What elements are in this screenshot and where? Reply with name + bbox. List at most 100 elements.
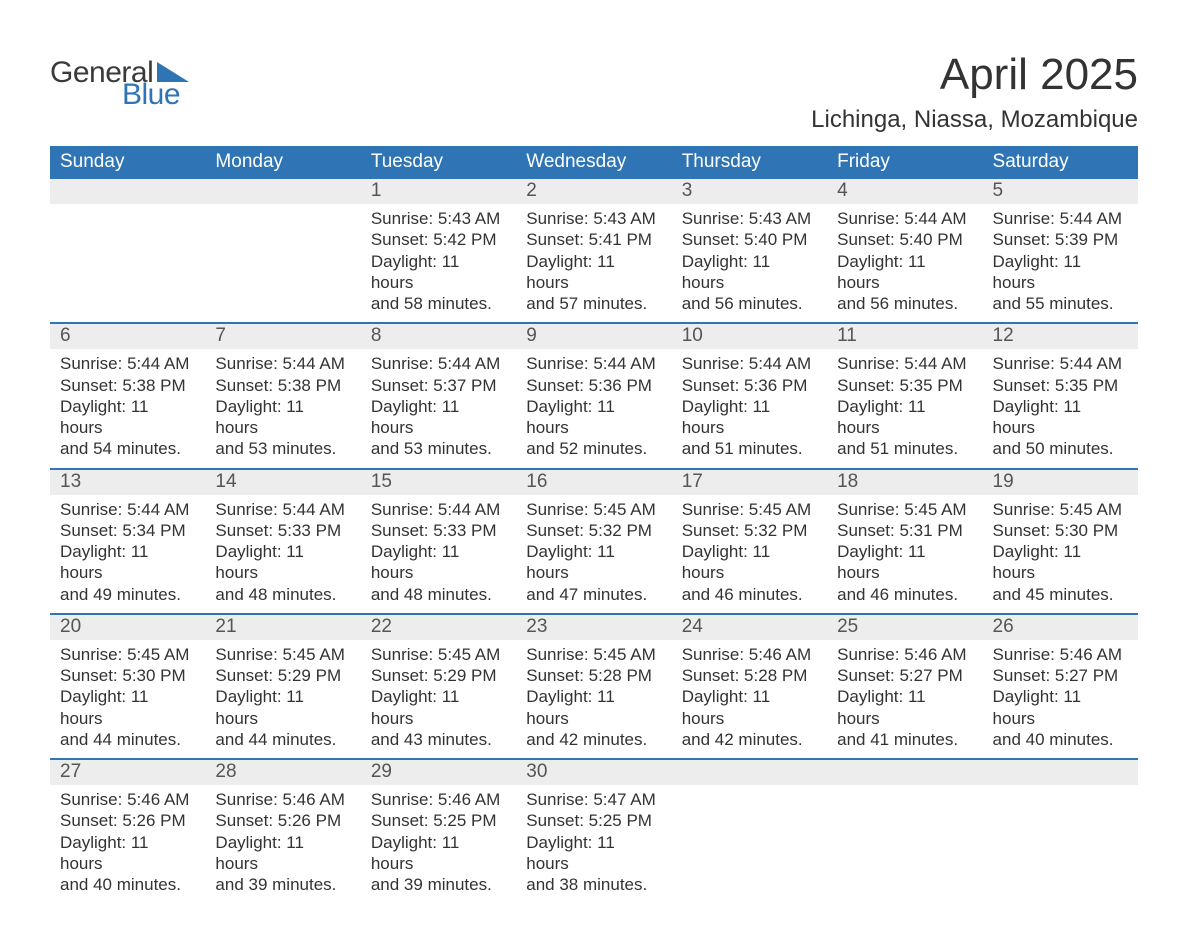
day-sunset: Sunset: 5:37 PM xyxy=(371,375,506,396)
day-d2: and 56 minutes. xyxy=(837,293,972,314)
daynum-cell: 20 xyxy=(50,615,205,640)
day-sunrise: Sunrise: 5:44 AM xyxy=(993,208,1128,229)
day-d2: and 46 minutes. xyxy=(682,584,817,605)
day-sunrise: Sunrise: 5:46 AM xyxy=(682,644,817,665)
day-sunset: Sunset: 5:26 PM xyxy=(60,810,195,831)
month-title: April 2025 xyxy=(811,50,1138,100)
daynum-cell: 17 xyxy=(672,470,827,495)
day-d2: and 39 minutes. xyxy=(371,874,506,895)
day-d2: and 51 minutes. xyxy=(837,438,972,459)
day-cell: Sunrise: 5:44 AMSunset: 5:33 PMDaylight:… xyxy=(361,495,516,613)
day-d2: and 52 minutes. xyxy=(526,438,661,459)
daynum-cell: 10 xyxy=(672,324,827,349)
day-sunset: Sunset: 5:38 PM xyxy=(215,375,350,396)
day-header: Wednesday xyxy=(516,146,671,179)
daynum-cell: 16 xyxy=(516,470,671,495)
day-sunset: Sunset: 5:33 PM xyxy=(371,520,506,541)
day-d1: Daylight: 11 hours xyxy=(682,686,817,729)
day-d2: and 56 minutes. xyxy=(682,293,817,314)
location-text: Lichinga, Niassa, Mozambique xyxy=(811,106,1138,134)
day-sunset: Sunset: 5:32 PM xyxy=(682,520,817,541)
day-d1: Daylight: 11 hours xyxy=(215,832,350,875)
day-sunrise: Sunrise: 5:45 AM xyxy=(993,499,1128,520)
day-sunset: Sunset: 5:32 PM xyxy=(526,520,661,541)
daynum-cell xyxy=(672,760,827,785)
day-sunrise: Sunrise: 5:43 AM xyxy=(682,208,817,229)
daynum-row: 20212223242526 xyxy=(50,615,1138,640)
day-sunrise: Sunrise: 5:46 AM xyxy=(215,789,350,810)
day-cell xyxy=(672,785,827,903)
day-sunrise: Sunrise: 5:44 AM xyxy=(837,208,972,229)
day-d2: and 44 minutes. xyxy=(60,729,195,750)
daynum-cell: 23 xyxy=(516,615,671,640)
day-d2: and 38 minutes. xyxy=(526,874,661,895)
daynum-cell: 1 xyxy=(361,179,516,204)
day-sunrise: Sunrise: 5:45 AM xyxy=(682,499,817,520)
day-d1: Daylight: 11 hours xyxy=(371,251,506,294)
day-header: Saturday xyxy=(983,146,1138,179)
day-cell: Sunrise: 5:43 AMSunset: 5:42 PMDaylight:… xyxy=(361,204,516,322)
day-d2: and 40 minutes. xyxy=(60,874,195,895)
calendar-week: 27282930Sunrise: 5:46 AMSunset: 5:26 PMD… xyxy=(50,760,1138,903)
day-header: Monday xyxy=(205,146,360,179)
daynum-cell: 2 xyxy=(516,179,671,204)
day-sunrise: Sunrise: 5:44 AM xyxy=(682,353,817,374)
day-sunrise: Sunrise: 5:47 AM xyxy=(526,789,661,810)
daynum-cell: 18 xyxy=(827,470,982,495)
daynum-cell: 11 xyxy=(827,324,982,349)
day-sunrise: Sunrise: 5:44 AM xyxy=(215,353,350,374)
day-sunrise: Sunrise: 5:44 AM xyxy=(993,353,1128,374)
daynum-cell: 14 xyxy=(205,470,360,495)
day-sunrise: Sunrise: 5:44 AM xyxy=(60,499,195,520)
day-sunset: Sunset: 5:42 PM xyxy=(371,229,506,250)
day-sunrise: Sunrise: 5:44 AM xyxy=(526,353,661,374)
day-d2: and 41 minutes. xyxy=(837,729,972,750)
day-sunset: Sunset: 5:26 PM xyxy=(215,810,350,831)
day-sunset: Sunset: 5:30 PM xyxy=(60,665,195,686)
day-d2: and 42 minutes. xyxy=(526,729,661,750)
day-sunset: Sunset: 5:31 PM xyxy=(837,520,972,541)
day-sunrise: Sunrise: 5:45 AM xyxy=(526,644,661,665)
day-d1: Daylight: 11 hours xyxy=(526,251,661,294)
day-cell: Sunrise: 5:44 AMSunset: 5:33 PMDaylight:… xyxy=(205,495,360,613)
day-d1: Daylight: 11 hours xyxy=(993,251,1128,294)
day-body-row: Sunrise: 5:44 AMSunset: 5:34 PMDaylight:… xyxy=(50,495,1138,613)
day-d1: Daylight: 11 hours xyxy=(837,686,972,729)
daynum-row: 6789101112 xyxy=(50,324,1138,349)
page: General Blue April 2025 Lichinga, Niassa… xyxy=(0,0,1188,933)
day-sunset: Sunset: 5:25 PM xyxy=(526,810,661,831)
day-sunset: Sunset: 5:33 PM xyxy=(215,520,350,541)
daynum-cell: 24 xyxy=(672,615,827,640)
day-d2: and 49 minutes. xyxy=(60,584,195,605)
daynum-cell: 5 xyxy=(983,179,1138,204)
daynum-cell: 4 xyxy=(827,179,982,204)
day-d1: Daylight: 11 hours xyxy=(526,686,661,729)
day-d1: Daylight: 11 hours xyxy=(60,686,195,729)
day-cell: Sunrise: 5:44 AMSunset: 5:35 PMDaylight:… xyxy=(827,349,982,467)
day-cell: Sunrise: 5:44 AMSunset: 5:36 PMDaylight:… xyxy=(672,349,827,467)
day-sunrise: Sunrise: 5:44 AM xyxy=(215,499,350,520)
day-cell: Sunrise: 5:45 AMSunset: 5:31 PMDaylight:… xyxy=(827,495,982,613)
day-d1: Daylight: 11 hours xyxy=(993,396,1128,439)
day-sunrise: Sunrise: 5:45 AM xyxy=(837,499,972,520)
daynum-cell xyxy=(827,760,982,785)
calendar-week: 13141516171819Sunrise: 5:44 AMSunset: 5:… xyxy=(50,470,1138,613)
daynum-cell: 28 xyxy=(205,760,360,785)
day-d2: and 40 minutes. xyxy=(993,729,1128,750)
day-cell: Sunrise: 5:44 AMSunset: 5:34 PMDaylight:… xyxy=(50,495,205,613)
daynum-row: 13141516171819 xyxy=(50,470,1138,495)
day-cell: Sunrise: 5:44 AMSunset: 5:39 PMDaylight:… xyxy=(983,204,1138,322)
day-d1: Daylight: 11 hours xyxy=(993,686,1128,729)
day-body-row: Sunrise: 5:46 AMSunset: 5:26 PMDaylight:… xyxy=(50,785,1138,903)
daynum-cell: 21 xyxy=(205,615,360,640)
daynum-cell: 30 xyxy=(516,760,671,785)
day-sunrise: Sunrise: 5:43 AM xyxy=(526,208,661,229)
day-d1: Daylight: 11 hours xyxy=(682,251,817,294)
day-cell: Sunrise: 5:47 AMSunset: 5:25 PMDaylight:… xyxy=(516,785,671,903)
day-d1: Daylight: 11 hours xyxy=(837,396,972,439)
day-cell: Sunrise: 5:44 AMSunset: 5:40 PMDaylight:… xyxy=(827,204,982,322)
day-sunset: Sunset: 5:25 PM xyxy=(371,810,506,831)
day-header: Friday xyxy=(827,146,982,179)
day-sunset: Sunset: 5:41 PM xyxy=(526,229,661,250)
day-header-row: Sunday Monday Tuesday Wednesday Thursday… xyxy=(50,146,1138,179)
